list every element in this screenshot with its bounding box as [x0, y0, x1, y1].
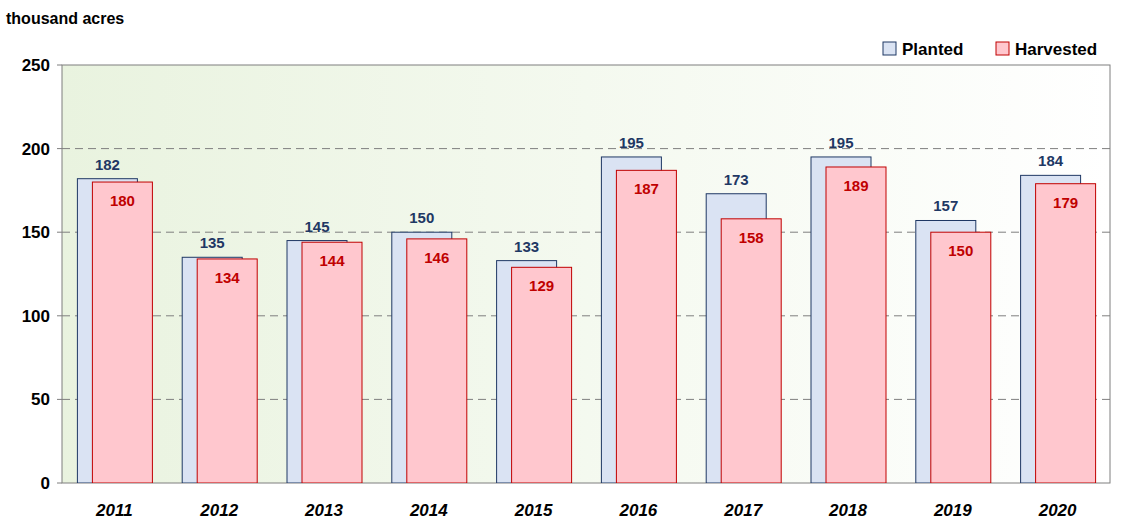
x-tick-label: 2017: [723, 501, 763, 520]
y-tick-label: 100: [22, 307, 50, 326]
data-label: 133: [514, 238, 539, 255]
data-label: 180: [110, 192, 135, 209]
data-label: 179: [1053, 194, 1078, 211]
data-label: 144: [319, 252, 345, 269]
y-tick: [57, 65, 62, 66]
chart-root: 0 50 100 150 200 250 182 135 145 150 133 195 173 195 1…: [0, 0, 1125, 525]
y-tick-label: 0: [41, 474, 50, 493]
bar-front: [616, 170, 676, 483]
grid-line: [62, 148, 1110, 149]
x-tick-label: 2019: [933, 501, 972, 520]
legend-label: Harvested: [1015, 40, 1097, 59]
y-tick: [57, 315, 62, 316]
bar-front: [512, 267, 572, 483]
plot-background: [62, 65, 1110, 483]
chart-svg: 0 50 100 150 200 250 182 135 145 150 133 195 173 195 1…: [0, 0, 1125, 525]
x-tick-label: 2020: [1038, 501, 1077, 520]
data-label: 173: [724, 171, 749, 188]
bar-front: [197, 259, 257, 483]
bar-front: [826, 167, 886, 483]
bars: [77, 157, 1095, 483]
y-tick-label: 250: [22, 56, 50, 75]
x-tick-label: 2015: [514, 501, 553, 520]
y-tick: [57, 483, 62, 484]
bar-front: [92, 182, 152, 483]
y-tick-label: 150: [22, 223, 50, 242]
data-label: 145: [304, 218, 329, 235]
data-label: 135: [200, 234, 225, 251]
data-label: 184: [1038, 152, 1064, 169]
x-tick-label: 2018: [828, 501, 867, 520]
legend-swatch: [883, 42, 896, 55]
bar-front: [407, 239, 467, 483]
x-tick-label: 2013: [304, 501, 343, 520]
x-tick-label: 2016: [618, 501, 657, 520]
bar-front: [931, 232, 991, 483]
bar-front: [302, 242, 362, 483]
data-label: 182: [95, 156, 120, 173]
data-label: 146: [424, 249, 449, 266]
y-tick-label: 200: [22, 140, 50, 159]
y-tick: [57, 232, 62, 233]
data-label: 195: [619, 134, 644, 151]
data-label: 157: [933, 197, 958, 214]
data-label: 150: [948, 242, 973, 259]
y-axis-label: thousand acres: [6, 10, 124, 27]
plot-frame: [62, 65, 1110, 483]
x-tick-label: 2011: [95, 501, 133, 520]
x-tick-label: 2012: [199, 501, 238, 520]
y-tick: [57, 399, 62, 400]
legend-label: Planted: [902, 40, 963, 59]
data-label: 195: [828, 134, 853, 151]
data-label: 150: [409, 209, 434, 226]
data-label: 187: [634, 180, 659, 197]
y-tick-label: 50: [31, 390, 50, 409]
legend-swatch: [996, 42, 1009, 55]
data-label: 134: [215, 269, 241, 286]
data-label: 129: [529, 277, 554, 294]
x-tick-label: 2014: [409, 501, 448, 520]
data-label: 189: [843, 177, 868, 194]
y-tick: [57, 148, 62, 149]
data-label: 158: [739, 229, 764, 246]
bar-front: [721, 219, 781, 483]
bar-front: [1036, 184, 1096, 483]
